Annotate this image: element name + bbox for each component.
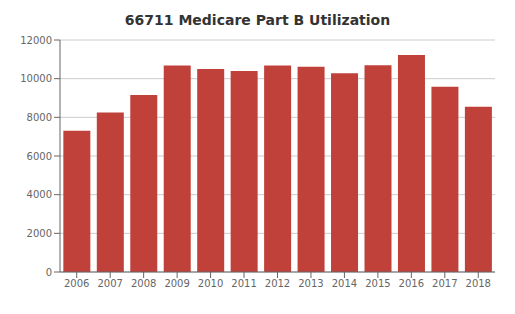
svg-text:4000: 4000 (27, 189, 52, 200)
svg-text:2006: 2006 (64, 278, 89, 289)
svg-text:2012: 2012 (265, 278, 290, 289)
svg-text:2000: 2000 (27, 228, 52, 239)
html-text:66711 Medicare Part B Utilizat: 66711 Medicare Part B Utilization (124, 12, 391, 28)
svg-text:2016: 2016 (399, 278, 424, 289)
svg-text:2008: 2008 (131, 278, 156, 289)
svg-text:2018: 2018 (466, 278, 491, 289)
svg-text:12000: 12000 (20, 35, 52, 46)
svg-text:2015: 2015 (365, 278, 390, 289)
svg-text:2010: 2010 (198, 278, 223, 289)
svg-text:8000: 8000 (27, 112, 52, 123)
svg-text:2007: 2007 (97, 278, 122, 289)
svg-text:2009: 2009 (164, 278, 189, 289)
svg-text:0: 0 (46, 267, 52, 278)
svg-text:6000: 6000 (27, 151, 52, 162)
svg-text:2014: 2014 (332, 278, 357, 289)
svg-text:2017: 2017 (432, 278, 457, 289)
svg-text:10000: 10000 (20, 73, 52, 84)
svg-text:2013: 2013 (298, 278, 323, 289)
svg-text:2011: 2011 (231, 278, 256, 289)
